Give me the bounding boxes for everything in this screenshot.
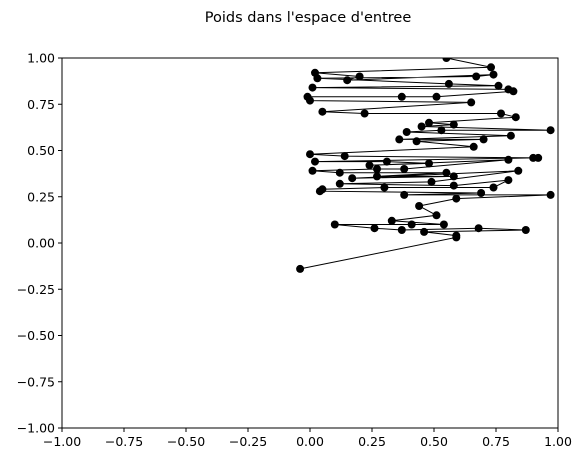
- y-tick-label: 0.75: [27, 97, 55, 112]
- x-tick-label: −0.25: [229, 434, 267, 449]
- data-point-56: [380, 183, 389, 192]
- x-tick-label: 0.00: [296, 434, 324, 449]
- data-point-6: [472, 72, 481, 81]
- y-tick-label: 0.25: [27, 189, 55, 204]
- data-point-18: [318, 107, 327, 116]
- x-tick-label: 0.25: [358, 434, 386, 449]
- data-point-71: [474, 224, 483, 233]
- x-tick-label: −1.00: [43, 434, 81, 449]
- data-point-17: [467, 98, 476, 107]
- data-point-53: [449, 181, 458, 190]
- data-point-0: [442, 58, 451, 62]
- plot-frame: [61, 57, 559, 429]
- data-point-20: [497, 109, 505, 118]
- data-point-76: [296, 264, 305, 273]
- y-tick-label: −0.75: [17, 374, 55, 389]
- data-point-58: [315, 187, 324, 196]
- data-point-49: [348, 174, 357, 183]
- y-axis: −1.00 −0.75 −0.50 −0.25 0.00 0.25 0.50 0.75 1.00: [17, 51, 62, 436]
- y-tick-label: 1.00: [27, 51, 55, 66]
- data-point-75: [452, 233, 461, 242]
- data-point-25: [546, 126, 555, 135]
- data-point-70: [397, 226, 406, 234]
- data-point-26: [437, 126, 446, 135]
- data-point-21: [511, 113, 520, 122]
- data-point-5: [489, 70, 498, 79]
- data-point-73: [420, 227, 429, 236]
- data-point-16: [306, 96, 314, 105]
- data-point-43: [373, 165, 381, 173]
- data-point-29: [395, 135, 404, 144]
- data-point-23: [449, 120, 458, 129]
- y-tick-label: 0.50: [27, 143, 55, 158]
- data-point-7: [313, 74, 322, 83]
- data-point-14: [397, 92, 406, 101]
- data-point-62: [452, 194, 461, 203]
- data-point-51: [427, 177, 436, 186]
- data-point-61: [546, 190, 555, 199]
- data-point-34: [340, 152, 349, 161]
- y-tick-label: 0.00: [27, 236, 55, 251]
- x-tick-label: 0.75: [482, 434, 510, 449]
- data-point-24: [417, 122, 426, 131]
- data-point-37: [311, 157, 319, 166]
- data-point-66: [439, 220, 448, 229]
- data-point-32: [469, 142, 478, 151]
- data-point-52: [335, 179, 344, 188]
- data-point-47: [373, 172, 381, 181]
- data-point-22: [425, 118, 433, 127]
- plot-area: [296, 58, 555, 273]
- data-point-41: [504, 155, 513, 164]
- data-point-40: [365, 161, 374, 170]
- data-point-3: [355, 72, 364, 81]
- data-point-55: [489, 183, 498, 192]
- x-tick-label: 0.50: [420, 434, 448, 449]
- x-tick-label: 1.00: [544, 434, 572, 449]
- x-tick-label: −0.75: [105, 434, 143, 449]
- data-point-38: [382, 157, 391, 166]
- data-point-10: [308, 83, 317, 92]
- data-point-46: [442, 168, 451, 177]
- data-point-72: [521, 226, 530, 234]
- data-point-4: [343, 76, 352, 85]
- data-point-45: [335, 168, 344, 177]
- data-point-27: [402, 128, 411, 136]
- chart-title: Poids dans l'espace d'entree: [205, 10, 412, 26]
- data-point-63: [415, 202, 424, 210]
- x-axis: −1.00 −0.75 −0.50 −0.25 0.00 0.25 0.50 0.75 1.00: [43, 428, 572, 449]
- x-tick-label: −0.50: [167, 434, 205, 449]
- data-point-39: [425, 159, 433, 168]
- data-point-36: [529, 153, 538, 162]
- data-point-68: [330, 220, 339, 229]
- y-tick-label: −0.25: [17, 282, 55, 297]
- data-point-64: [432, 211, 441, 220]
- data-point-1: [487, 63, 495, 72]
- y-tick-label: −0.50: [17, 328, 55, 343]
- data-point-31: [412, 137, 421, 146]
- data-point-67: [407, 220, 416, 229]
- data-point-65: [387, 216, 396, 225]
- data-point-8: [444, 79, 453, 88]
- data-point-9: [494, 81, 503, 90]
- data-point-44: [308, 166, 317, 175]
- data-point-50: [514, 166, 523, 175]
- data-point-33: [306, 150, 314, 159]
- data-point-42: [400, 165, 409, 173]
- data-point-59: [477, 189, 486, 197]
- data-point-60: [400, 190, 409, 199]
- data-point-12: [509, 87, 518, 96]
- data-point-69: [370, 224, 379, 233]
- data-point-54: [504, 176, 513, 185]
- data-point-30: [479, 135, 488, 144]
- data-point-48: [449, 172, 458, 181]
- data-point-28: [506, 131, 515, 140]
- data-point-19: [360, 109, 369, 118]
- y-tick-label: −1.00: [17, 421, 55, 436]
- data-point-13: [432, 92, 441, 101]
